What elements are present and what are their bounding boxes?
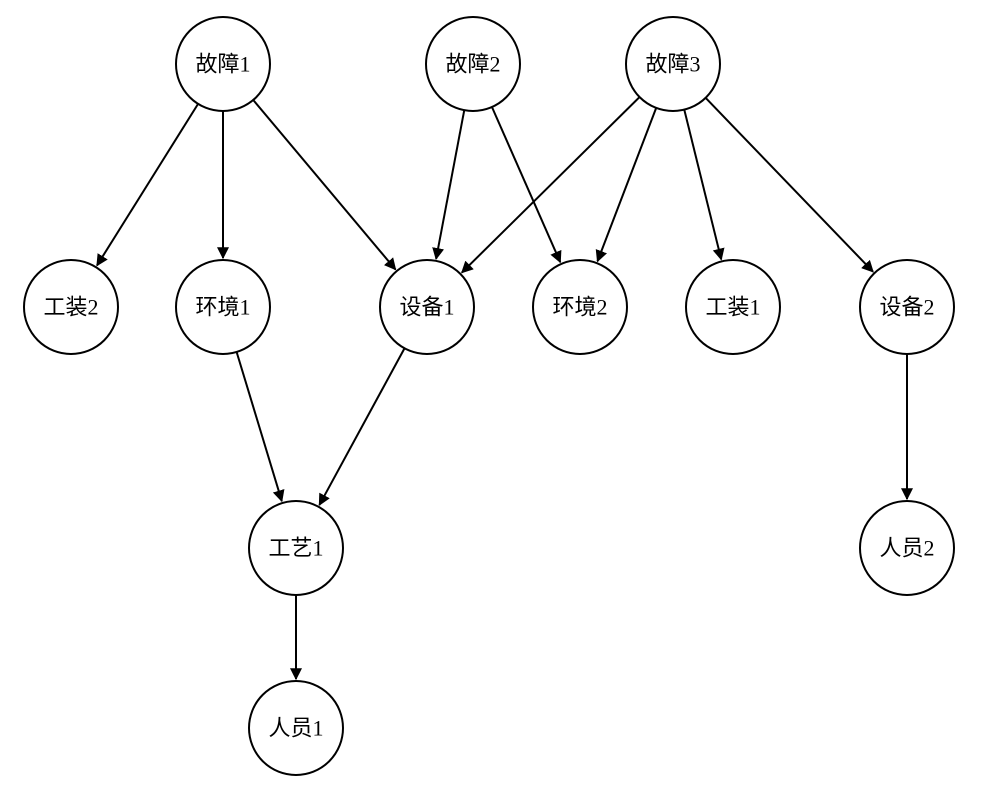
edge-fault2-equip1 — [436, 110, 464, 259]
node-label-fault3: 故障3 — [645, 52, 700, 77]
node-label-env1: 环境1 — [195, 295, 250, 320]
node-label-pers1: 人员1 — [268, 716, 323, 741]
node-label-env2: 环境2 — [552, 295, 607, 320]
edge-fault3-equip1 — [462, 97, 640, 273]
node-fault1: 故障1 — [176, 17, 270, 111]
node-label-equip2: 设备2 — [879, 295, 934, 320]
node-equip1: 设备1 — [380, 260, 474, 354]
node-env2: 环境2 — [533, 260, 627, 354]
node-label-tool1: 工装1 — [705, 295, 760, 320]
node-label-pers2: 人员2 — [879, 536, 934, 561]
node-tool1: 工装1 — [686, 260, 780, 354]
nodes-group: 故障1 故障2 故障3 工装2 环境1 设备1 环境2 工装1 设备2 工艺1 人员2 人员1 — [24, 17, 954, 775]
edge-fault3-equip2 — [706, 98, 873, 272]
edges-group — [97, 97, 907, 679]
network-diagram: 故障1 故障2 故障3 工装2 环境1 设备1 环境2 工装1 设备2 工艺1 人员2 人员1 — [0, 0, 1000, 796]
edge-fault1-equip1 — [253, 100, 395, 269]
node-pers1: 人员1 — [249, 681, 343, 775]
node-label-equip1: 设备1 — [399, 295, 454, 320]
node-equip2: 设备2 — [860, 260, 954, 354]
node-fault3: 故障3 — [626, 17, 720, 111]
node-proc1: 工艺1 — [249, 501, 343, 595]
node-label-fault1: 故障1 — [195, 52, 250, 77]
node-label-proc1: 工艺1 — [268, 536, 323, 561]
node-env1: 环境1 — [176, 260, 270, 354]
edge-fault3-tool1 — [684, 110, 721, 260]
edge-fault1-tool2 — [97, 104, 198, 266]
node-tool2: 工装2 — [24, 260, 118, 354]
node-label-fault2: 故障2 — [445, 52, 500, 77]
edge-env1-proc1 — [237, 352, 282, 501]
node-fault2: 故障2 — [426, 17, 520, 111]
node-label-tool2: 工装2 — [43, 295, 98, 320]
node-pers2: 人员2 — [860, 501, 954, 595]
edge-equip1-proc1 — [319, 348, 404, 505]
